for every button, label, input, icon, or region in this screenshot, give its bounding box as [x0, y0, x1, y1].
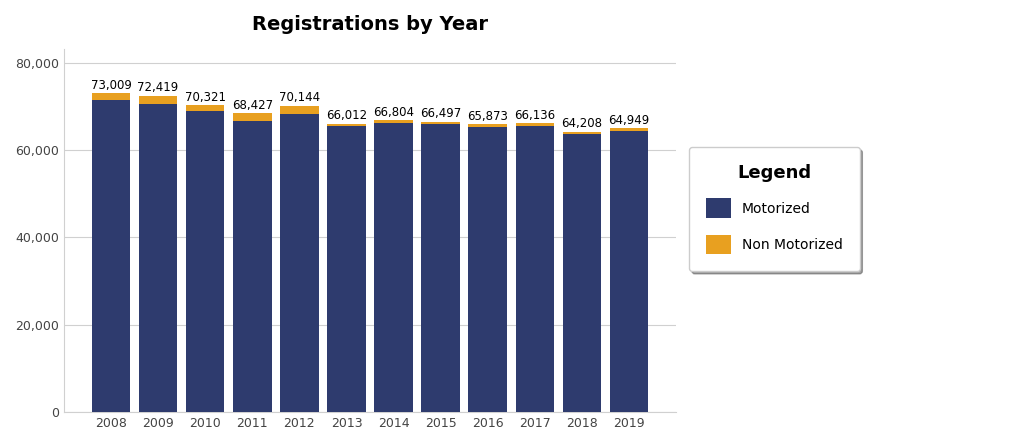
Text: 68,427: 68,427 — [232, 99, 273, 112]
Text: 64,949: 64,949 — [609, 114, 650, 127]
Bar — [516, 123, 555, 126]
Text: 66,012: 66,012 — [326, 109, 367, 122]
Text: 66,804: 66,804 — [373, 106, 414, 119]
Legend: Motorized, Non Motorized: Motorized, Non Motorized — [689, 147, 860, 271]
Bar — [233, 121, 272, 412]
Bar — [138, 96, 177, 104]
Bar — [563, 134, 602, 412]
Text: 72,419: 72,419 — [137, 81, 178, 94]
Title: Registrations by Year: Registrations by Year — [252, 15, 488, 34]
Bar — [468, 127, 507, 412]
Bar — [374, 120, 413, 123]
Text: 66,497: 66,497 — [420, 107, 461, 120]
Text: 64,208: 64,208 — [562, 117, 603, 130]
Bar — [186, 111, 224, 412]
Text: 66,136: 66,136 — [515, 109, 556, 122]
Bar — [233, 113, 272, 121]
Bar — [327, 126, 366, 412]
Bar — [327, 124, 366, 126]
Bar — [280, 105, 319, 114]
Bar — [468, 124, 507, 127]
Bar — [91, 93, 130, 100]
Text: 73,009: 73,009 — [90, 79, 131, 92]
Bar — [421, 121, 460, 125]
Text: 65,873: 65,873 — [467, 110, 508, 123]
Bar — [138, 104, 177, 412]
Bar — [280, 114, 319, 412]
Bar — [186, 105, 224, 111]
Bar — [374, 123, 413, 412]
Bar — [610, 128, 649, 131]
Text: 70,144: 70,144 — [279, 91, 320, 104]
Bar — [563, 132, 602, 134]
Bar — [91, 100, 130, 412]
Bar — [421, 125, 460, 412]
Text: 70,321: 70,321 — [184, 90, 226, 104]
Bar — [516, 126, 555, 412]
Bar — [610, 131, 649, 412]
